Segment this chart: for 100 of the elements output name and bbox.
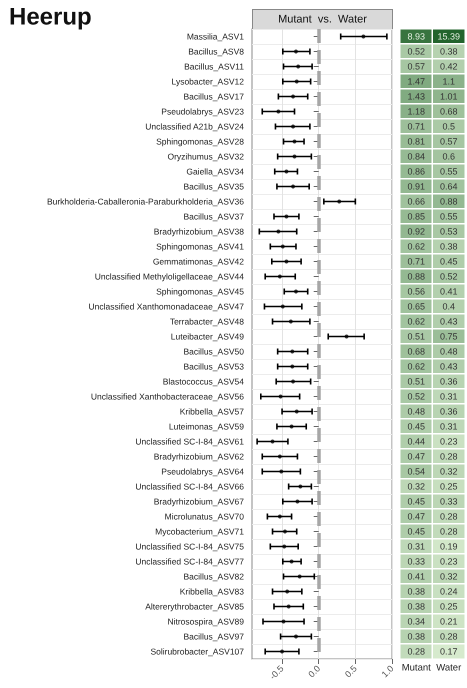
- point: [361, 34, 366, 38]
- y-tick-label: Bradyrhizobium_ASV62: [154, 452, 244, 462]
- x-tick-label: 1.0: [380, 663, 396, 680]
- point: [284, 214, 288, 218]
- x-tick-label: Water: [436, 662, 462, 674]
- point: [276, 110, 280, 114]
- data-label: 0.55: [440, 166, 458, 176]
- data-label: 0.31: [407, 542, 426, 552]
- data-label: 0.51: [407, 332, 426, 342]
- y-tick-label: Gemmatimonas_ASV42: [152, 256, 244, 266]
- data-label: 0.43: [440, 362, 458, 372]
- point: [298, 574, 302, 578]
- data-label: 0.17: [440, 646, 458, 656]
- y-tick-label: Blastococcus_ASV54: [162, 376, 244, 386]
- point: [282, 544, 286, 548]
- y-tick-label: Sphingomonas_ASV28: [156, 136, 244, 146]
- data-label: 8.93: [407, 32, 426, 42]
- data-label: 1.1: [442, 76, 456, 86]
- data-label: 0.53: [440, 226, 458, 236]
- point: [280, 650, 284, 654]
- point: [280, 304, 285, 308]
- data-label: 0.19: [440, 542, 458, 552]
- data-label: 0.28: [407, 646, 426, 656]
- data-label: 0.36: [440, 406, 458, 416]
- data-label: 1.18: [407, 106, 426, 116]
- x-tick-label: 0.0: [306, 663, 322, 680]
- data-label: 0.47: [407, 452, 426, 462]
- point: [278, 454, 282, 458]
- data-label: 0.6: [442, 152, 456, 162]
- data-label: 0.34: [407, 616, 426, 626]
- point: [292, 154, 297, 158]
- data-label: 0.54: [407, 466, 426, 476]
- point: [294, 290, 298, 294]
- data-label: 0.75: [440, 332, 458, 342]
- data-label: 0.32: [440, 572, 458, 582]
- data-label: 0.28: [440, 632, 458, 642]
- data-label: 0.71: [407, 122, 426, 132]
- y-tick-label: Unclassified Methyloligellaceae_ASV44: [94, 272, 244, 282]
- point: [294, 50, 298, 54]
- data-label: 0.36: [440, 376, 458, 386]
- data-label: 0.71: [407, 256, 426, 266]
- data-label: 0.45: [407, 526, 426, 536]
- data-label: 0.55: [440, 212, 458, 222]
- data-label: 0.33: [407, 556, 426, 566]
- data-label: 0.25: [440, 482, 458, 492]
- data-label: 0.5: [442, 122, 456, 132]
- y-tick-label: Unclassified Xanthobacteraceae_ASV56: [90, 392, 244, 402]
- y-tick-label: Bacillus_ASV11: [184, 62, 244, 72]
- y-tick-label: Bacillus_ASV53: [184, 362, 244, 372]
- y-tick-label: Sphingomonas_ASV45: [156, 286, 244, 296]
- data-label: 0.28: [440, 452, 458, 462]
- data-label: 0.65: [407, 302, 426, 312]
- data-label: 0.23: [440, 436, 458, 446]
- point: [282, 620, 286, 624]
- data-label: 0.33: [440, 496, 458, 506]
- point: [298, 484, 302, 488]
- data-label: 0.88: [440, 196, 458, 206]
- y-tick-label: Massilia_ASV1: [186, 32, 244, 42]
- data-label: 0.43: [440, 316, 458, 326]
- y-tick-label: Luteimonas_ASV59: [168, 422, 244, 432]
- point: [337, 200, 342, 204]
- data-label: 0.86: [407, 166, 426, 176]
- data-label: 0.31: [440, 392, 458, 402]
- y-tick-label: Gaiella_ASV34: [186, 166, 244, 176]
- y-tick-label: Bradyrhizobium_ASV38: [154, 226, 244, 236]
- y-tick-label: Kribbella_ASV83: [180, 586, 244, 596]
- y-tick-label: Unclassified SC-I-84_ASV75: [135, 542, 244, 552]
- x-tick-label: -0.5: [268, 663, 286, 682]
- y-tick-label: Mycobacterium_ASV71: [155, 526, 244, 536]
- data-label: 0.23: [440, 556, 458, 566]
- data-label: 0.31: [440, 422, 458, 432]
- y-tick-label: Bacillus_ASV82: [184, 572, 244, 582]
- data-label: 0.28: [440, 512, 458, 522]
- y-tick-label: Altererythrobacter_ASV85: [145, 602, 244, 612]
- y-tick-label: Sphingomonas_ASV41: [156, 242, 244, 252]
- y-tick-label: Solirubrobacter_ASV107: [150, 646, 244, 656]
- y-tick-label: Unclassified SC-I-84_ASV61: [135, 436, 244, 446]
- point: [278, 394, 283, 398]
- point: [286, 604, 291, 608]
- y-tick-label: Bacillus_ASV50: [184, 346, 244, 356]
- data-label: 0.47: [407, 512, 426, 522]
- text: Heerup: [9, 4, 92, 30]
- y-tick-label: Bacillus_ASV35: [184, 182, 244, 192]
- data-label: 1.01: [440, 92, 458, 102]
- data-label: 0.52: [440, 272, 458, 282]
- y-tick-label: Unclassified Xanthomonadaceae_ASV47: [88, 302, 244, 312]
- data-label: 0.84: [407, 152, 426, 162]
- y-tick-label: Kribbella_ASV57: [180, 406, 244, 416]
- y-tick-label: Luteibacter_ASV49: [170, 332, 244, 342]
- data-label: 0.41: [407, 572, 426, 582]
- data-label: 0.62: [407, 316, 426, 326]
- y-tick-label: Oryzihumus_ASV32: [167, 152, 244, 162]
- point: [291, 184, 296, 188]
- data-label: 0.56: [407, 286, 426, 296]
- data-label: 0.88: [407, 272, 426, 282]
- data-label: 0.52: [407, 392, 426, 402]
- point: [291, 124, 296, 128]
- y-tick-label: Bradyrhizobium_ASV67: [154, 496, 244, 506]
- data-label: 0.38: [440, 46, 458, 56]
- y-tick-label: Burkholderia-Caballeronia-Paraburkholderia_ASV36: [46, 196, 244, 206]
